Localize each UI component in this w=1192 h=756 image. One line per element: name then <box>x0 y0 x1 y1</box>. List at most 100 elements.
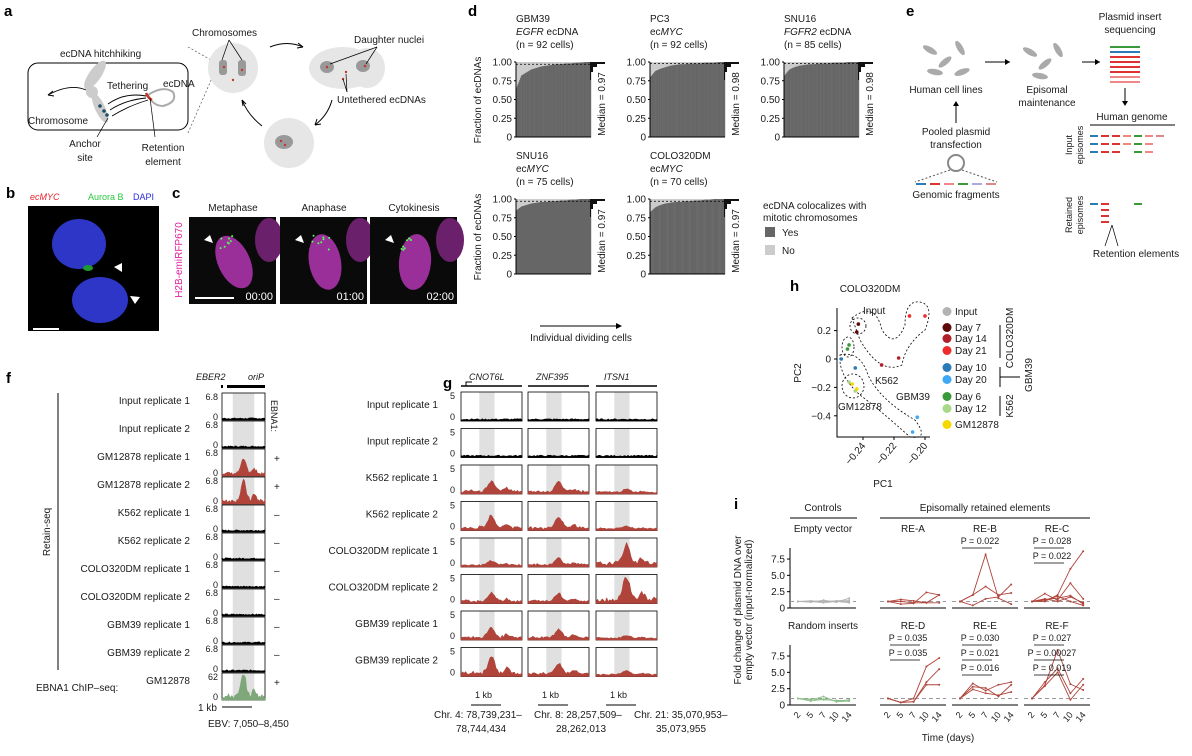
data-point <box>848 599 851 602</box>
bar-yes <box>831 63 833 138</box>
bar-yes <box>716 62 718 137</box>
gene-bar <box>227 385 265 388</box>
highlight-region <box>232 393 255 420</box>
bar-yes <box>586 62 588 137</box>
bar-yes <box>570 63 572 137</box>
bar-yes <box>674 202 676 274</box>
data-point <box>907 314 912 318</box>
bar-yes <box>712 199 714 274</box>
data-point <box>984 687 987 690</box>
bar-yes <box>821 63 823 137</box>
input-episomes-icon <box>1090 135 1164 153</box>
track-ymin: 0 <box>450 558 455 568</box>
bar-yes <box>555 64 557 137</box>
bar-yes <box>698 63 700 137</box>
bar-yes <box>553 64 555 137</box>
bar-yes <box>786 72 788 137</box>
legend-label: Day 21 <box>955 346 987 357</box>
bar-yes <box>659 205 661 274</box>
density-marginal <box>590 62 605 80</box>
bar-yes <box>694 63 696 137</box>
label-human-cell-lines: Human cell lines <box>909 85 982 96</box>
data-point <box>1043 597 1046 600</box>
data-point <box>847 343 851 347</box>
bar-yes <box>557 201 559 274</box>
bar-yes <box>653 73 655 137</box>
bar-yes <box>715 199 717 274</box>
bar-yes <box>538 67 540 137</box>
legend-marker <box>942 346 952 355</box>
highlight-region <box>614 429 630 457</box>
signal-area <box>527 592 590 604</box>
subplot-subtitle: ecMYC <box>650 27 684 38</box>
bar-yes <box>525 72 527 137</box>
x-tick-label: −0.24 <box>844 441 869 468</box>
label-h2b: H2B-emiRFP670 <box>174 222 185 298</box>
legend-label: Day 12 <box>955 404 987 415</box>
signal-area <box>595 454 658 458</box>
track-ymin: 0 <box>213 440 218 450</box>
data-point <box>1043 592 1046 595</box>
signal-area <box>460 656 523 677</box>
bar-yes <box>715 62 717 137</box>
ecdna-dot <box>317 242 320 245</box>
signal-area <box>221 445 266 449</box>
x-tick-label: 5 <box>966 710 977 720</box>
legend-label: Input <box>955 307 977 318</box>
data-point <box>1069 567 1072 570</box>
bar-yes <box>700 200 702 274</box>
y-tick-label: 1.00 <box>493 58 513 69</box>
y-axis-label: Fraction of ecDNAs <box>473 57 484 144</box>
y-tick-label: 0.25 <box>627 114 647 125</box>
p-value: P = 0.028 <box>1033 536 1072 546</box>
label-pooled-plasmid: Pooled plasmid <box>922 127 990 138</box>
bar-subplot: PC3 ecMYC (n = 92 cells) 0 0.25 0.50 0.75 1.00 M… <box>627 14 742 144</box>
ecdna-dot <box>223 245 226 248</box>
bar-yes <box>824 63 826 137</box>
timelapse-frames: Metaphase 00:00 Anaphase 01:00 Cytokinesis 02… <box>189 203 464 304</box>
scale-bar <box>33 328 59 330</box>
bar-yes <box>590 62 592 137</box>
bar-yes <box>570 199 572 274</box>
bar-yes <box>563 63 565 138</box>
label-retained-episomes: episomes <box>1075 195 1085 234</box>
bar-yes <box>807 64 809 137</box>
ecdna-dot <box>322 236 325 239</box>
bar-yes <box>529 70 531 137</box>
signal-area <box>221 417 266 421</box>
bar-yes <box>707 199 710 274</box>
data-point <box>1056 667 1059 670</box>
bar-yes <box>835 62 837 137</box>
bar-yes <box>854 62 856 137</box>
label-retention: Retention <box>142 143 185 154</box>
bar-yes <box>668 202 670 274</box>
bar-yes <box>529 204 531 274</box>
cluster-label: GBM39 <box>896 392 930 403</box>
scale-label: 1 kb <box>610 690 627 700</box>
track-ymax: 5 <box>450 501 455 511</box>
y-tick-label: 0.50 <box>627 95 647 106</box>
bar-subplot: GBM39 EGFR ecDNA (n = 92 cells) 0 0.25 0.50 0.… <box>493 14 608 144</box>
bar-yes <box>650 76 652 137</box>
y-tick-label: 0.25 <box>627 251 647 262</box>
bar-yes <box>581 62 583 137</box>
x-tick-label: 5 <box>1038 710 1049 720</box>
bar-yes <box>787 71 789 137</box>
bar-yes <box>532 69 534 137</box>
track-ymax: 5 <box>450 464 455 474</box>
bar-yes <box>663 67 665 137</box>
x-tick-label: 14 <box>1074 710 1088 724</box>
bar-yes <box>560 64 562 137</box>
header-retained: Episomally retained elements <box>920 503 1051 514</box>
bar-yes <box>563 200 565 274</box>
density-marginal <box>590 199 605 217</box>
data-point <box>959 697 961 700</box>
gene-label: ZNF395 <box>535 372 570 382</box>
cluster-label: COLO320DM <box>840 284 901 295</box>
x-tick-label: 5 <box>804 710 815 720</box>
ecdna-dot <box>322 238 325 241</box>
bar-yes <box>669 202 671 274</box>
cluster-label: Input <box>863 306 885 317</box>
